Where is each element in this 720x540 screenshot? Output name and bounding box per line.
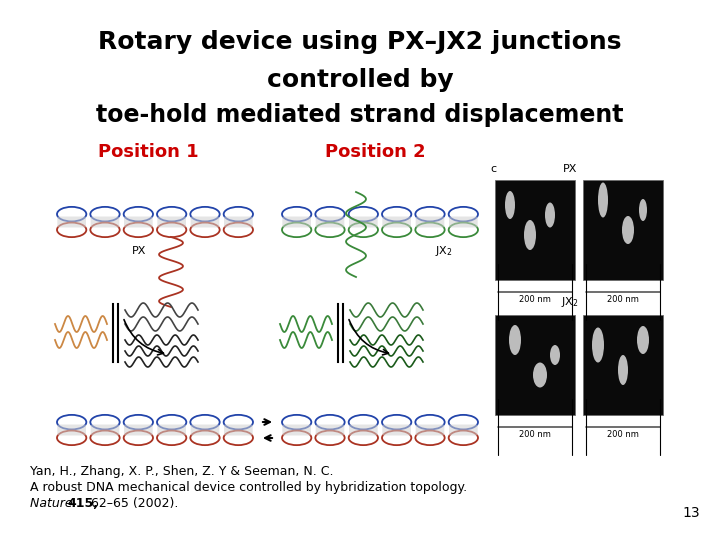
Ellipse shape <box>639 199 647 221</box>
FancyBboxPatch shape <box>449 424 477 435</box>
Text: PX: PX <box>563 164 577 174</box>
FancyBboxPatch shape <box>349 217 378 227</box>
Ellipse shape <box>524 220 536 250</box>
FancyBboxPatch shape <box>382 424 411 435</box>
Text: 415,: 415, <box>67 497 98 510</box>
Bar <box>583 315 663 415</box>
Text: Position 2: Position 2 <box>325 143 426 161</box>
Ellipse shape <box>622 216 634 244</box>
Text: 200 nm: 200 nm <box>607 295 639 304</box>
Text: Rotary device using PX–JX2 junctions: Rotary device using PX–JX2 junctions <box>98 30 622 54</box>
Text: PX: PX <box>132 246 146 256</box>
FancyBboxPatch shape <box>382 217 411 227</box>
Text: Position 1: Position 1 <box>98 143 198 161</box>
Text: 200 nm: 200 nm <box>519 295 551 304</box>
FancyBboxPatch shape <box>58 424 86 435</box>
Text: JX$_2$: JX$_2$ <box>561 295 579 309</box>
FancyBboxPatch shape <box>58 217 86 227</box>
Ellipse shape <box>533 362 547 388</box>
Text: A robust DNA mechanical device controlled by hybridization topology.: A robust DNA mechanical device controlle… <box>30 481 467 494</box>
Ellipse shape <box>509 325 521 355</box>
FancyBboxPatch shape <box>191 424 220 435</box>
FancyBboxPatch shape <box>191 217 220 227</box>
FancyBboxPatch shape <box>158 424 186 435</box>
FancyBboxPatch shape <box>415 217 444 227</box>
Ellipse shape <box>550 345 560 365</box>
FancyBboxPatch shape <box>282 424 311 435</box>
FancyBboxPatch shape <box>124 217 153 227</box>
Text: 200 nm: 200 nm <box>519 430 551 439</box>
FancyBboxPatch shape <box>91 217 120 227</box>
Text: 200 nm: 200 nm <box>607 430 639 439</box>
FancyBboxPatch shape <box>124 424 153 435</box>
FancyBboxPatch shape <box>224 424 253 435</box>
FancyBboxPatch shape <box>315 424 344 435</box>
Text: c: c <box>490 164 496 174</box>
Text: JX$_2$: JX$_2$ <box>435 244 453 258</box>
Text: toe-hold mediated strand displacement: toe-hold mediated strand displacement <box>96 103 624 127</box>
Ellipse shape <box>545 202 555 227</box>
Text: Yan, H., Zhang, X. P., Shen, Z. Y & Seeman, N. C.: Yan, H., Zhang, X. P., Shen, Z. Y & Seem… <box>30 465 333 478</box>
FancyBboxPatch shape <box>449 217 477 227</box>
Bar <box>495 180 575 280</box>
Bar <box>495 315 575 415</box>
FancyBboxPatch shape <box>224 217 253 227</box>
FancyBboxPatch shape <box>415 424 444 435</box>
Ellipse shape <box>618 355 628 385</box>
Text: Nature: Nature <box>30 497 76 510</box>
FancyBboxPatch shape <box>282 217 311 227</box>
Ellipse shape <box>598 183 608 218</box>
Bar <box>583 180 663 280</box>
Ellipse shape <box>592 327 604 362</box>
Text: 62–65 (2002).: 62–65 (2002). <box>87 497 179 510</box>
FancyBboxPatch shape <box>349 424 378 435</box>
Text: 13: 13 <box>683 506 700 520</box>
FancyBboxPatch shape <box>158 217 186 227</box>
Text: controlled by: controlled by <box>266 68 454 92</box>
FancyBboxPatch shape <box>91 424 120 435</box>
Ellipse shape <box>505 191 515 219</box>
FancyBboxPatch shape <box>315 217 344 227</box>
Ellipse shape <box>637 326 649 354</box>
